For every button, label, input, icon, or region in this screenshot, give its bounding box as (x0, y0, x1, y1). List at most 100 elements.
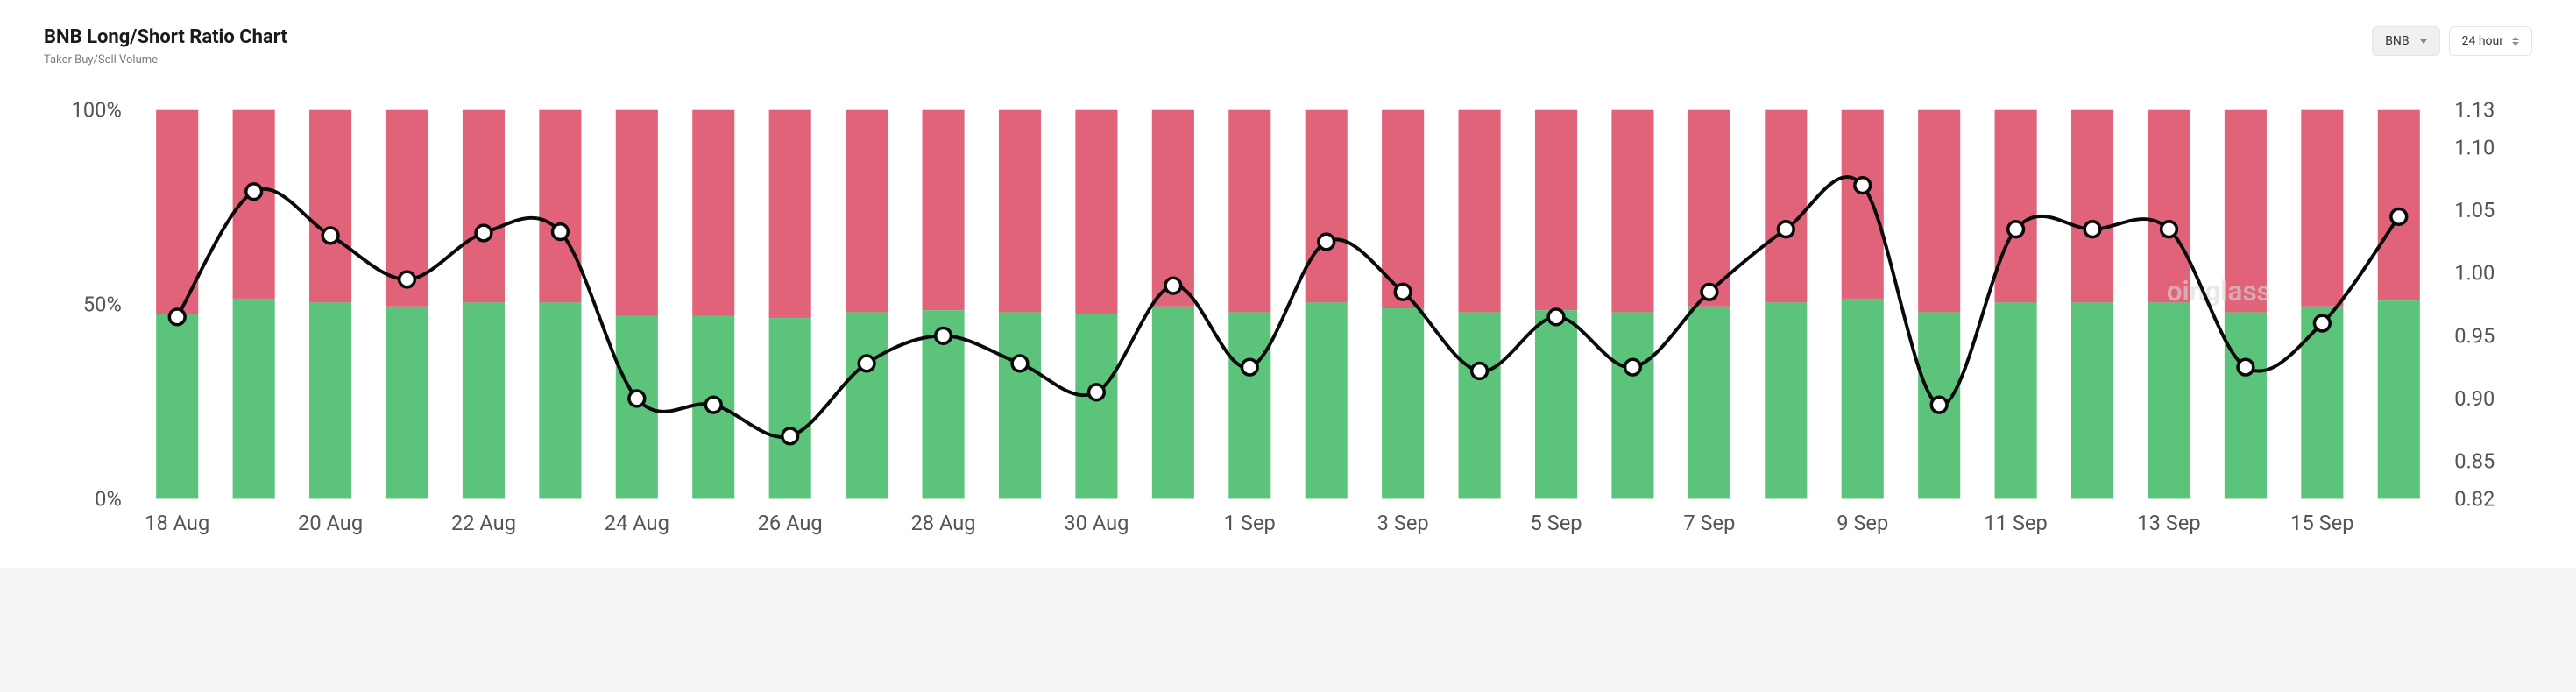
x-tick-label: 9 Sep (1836, 511, 1888, 535)
ratio-marker (2391, 209, 2407, 225)
y-right-tick-label: 0.85 (2454, 448, 2495, 473)
y-right-tick-label: 1.05 (2454, 198, 2495, 222)
short-bar (2071, 110, 2113, 303)
ratio-marker (1472, 364, 1488, 379)
short-bar (1075, 110, 1117, 314)
controls: BNB 24 hour (2372, 26, 2532, 56)
short-bar (463, 110, 505, 303)
ratio-marker (705, 397, 721, 413)
short-bar (1918, 110, 1960, 313)
x-tick-label: 28 Aug (911, 511, 976, 535)
ratio-marker (2162, 222, 2177, 237)
short-bar (1306, 110, 1348, 303)
ratio-marker (1319, 234, 1334, 250)
long-bar (1382, 308, 1424, 498)
long-bar (846, 312, 888, 498)
x-tick-label: 1 Sep (1224, 511, 1276, 535)
ratio-marker (2238, 359, 2254, 375)
ratio-marker (553, 224, 569, 240)
x-tick-label: 3 Sep (1377, 511, 1429, 535)
ratio-marker (2314, 315, 2330, 331)
long-bar (999, 312, 1041, 498)
stepper-icon (2512, 37, 2519, 46)
long-bar (539, 302, 581, 498)
x-tick-label: 7 Sep (1683, 511, 1735, 535)
short-bar (846, 110, 888, 313)
short-bar (1611, 110, 1653, 313)
ratio-marker (246, 184, 262, 200)
short-bar (1459, 110, 1501, 313)
long-short-chart: oinglass0%50%100%0.820.850.900.951.001.0… (44, 93, 2532, 551)
ratio-marker (1778, 222, 1794, 237)
x-tick-label: 24 Aug (605, 511, 669, 535)
ratio-marker (936, 328, 952, 344)
ratio-marker (1548, 309, 1564, 325)
ratio-marker (476, 225, 492, 241)
y-left-tick-label: 50% (83, 292, 122, 316)
ratio-marker (2084, 222, 2100, 237)
coin-selector[interactable]: BNB (2372, 26, 2439, 56)
ratio-marker (629, 391, 645, 406)
x-tick-label: 20 Aug (298, 511, 363, 535)
x-tick-label: 22 Aug (451, 511, 516, 535)
y-right-tick-label: 1.00 (2454, 261, 2495, 286)
ratio-marker (1242, 359, 1257, 375)
long-bar (2071, 302, 2113, 498)
long-bar (1459, 312, 1501, 498)
long-bar (309, 302, 351, 498)
chart-subtitle: Taker Buy/Sell Volume (44, 53, 287, 67)
long-bar (1765, 302, 1807, 498)
y-right-tick-label: 0.90 (2454, 386, 2495, 411)
ratio-marker (322, 228, 338, 244)
x-tick-label: 13 Sep (2137, 511, 2200, 535)
short-bar (1842, 110, 1884, 299)
short-bar (309, 110, 351, 303)
ratio-marker (1855, 178, 1871, 194)
long-bar (1228, 312, 1270, 498)
x-tick-label: 5 Sep (1530, 511, 1582, 535)
long-bar (1075, 314, 1117, 499)
y-left-tick-label: 0% (95, 486, 122, 511)
ratio-line (177, 177, 2399, 437)
long-bar (2148, 302, 2190, 498)
short-bar (616, 110, 658, 316)
short-bar (1995, 110, 2037, 303)
long-bar (2301, 307, 2343, 499)
timeframe-selector[interactable]: 24 hour (2449, 26, 2532, 56)
long-bar (2378, 300, 2420, 498)
ratio-marker (1702, 284, 1717, 300)
y-right-tick-label: 1.13 (2454, 98, 2495, 123)
long-bar (1611, 312, 1653, 498)
x-tick-label: 11 Sep (1984, 511, 2047, 535)
x-tick-label: 15 Sep (2290, 511, 2353, 535)
short-bar (1228, 110, 1270, 313)
ratio-marker (1165, 278, 1181, 293)
long-bar (463, 302, 505, 498)
short-bar (769, 110, 811, 318)
timeframe-selector-value: 24 hour (2462, 34, 2503, 48)
chart-area: oinglass0%50%100%0.820.850.900.951.001.0… (44, 93, 2532, 551)
ratio-marker (169, 309, 185, 325)
ratio-marker (1625, 359, 1641, 375)
long-bar (156, 314, 198, 499)
long-bar (386, 307, 428, 499)
long-bar (1535, 310, 1577, 498)
ratio-marker (1089, 385, 1105, 400)
long-bar (233, 299, 275, 499)
long-bar (1995, 302, 2037, 498)
y-left-tick-label: 100% (72, 98, 122, 123)
x-tick-label: 26 Aug (758, 511, 823, 535)
short-bar (539, 110, 581, 303)
short-bar (1765, 110, 1807, 303)
ratio-marker (1931, 397, 1947, 413)
y-right-tick-label: 0.82 (2454, 486, 2495, 511)
chart-card: BNB Long/Short Ratio Chart Taker Buy/Sel… (0, 0, 2576, 568)
long-bar (769, 318, 811, 498)
ratio-marker (1395, 284, 1411, 300)
x-tick-label: 30 Aug (1064, 511, 1129, 535)
short-bar (692, 110, 734, 316)
ratio-marker (859, 356, 874, 371)
long-bar (1688, 307, 1730, 499)
y-right-tick-label: 0.95 (2454, 323, 2495, 348)
short-bar (1535, 110, 1577, 311)
